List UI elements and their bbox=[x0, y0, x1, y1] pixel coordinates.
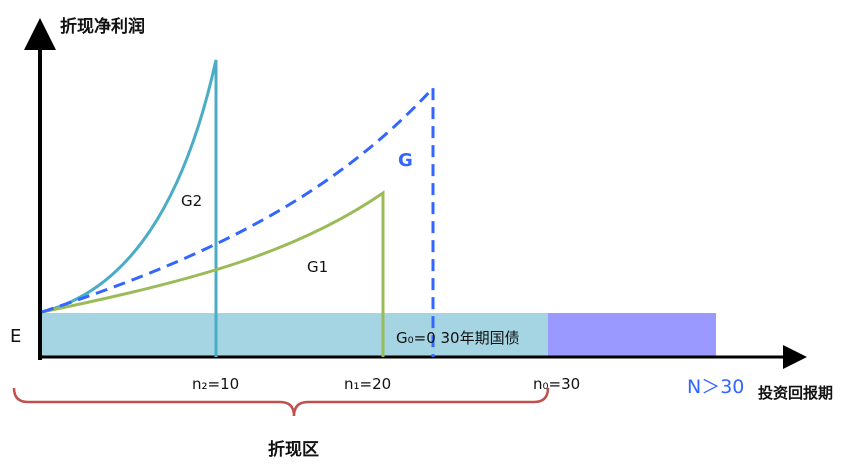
beyond-zone-bar bbox=[548, 313, 716, 357]
curve-g2-label: G2 bbox=[181, 192, 203, 210]
discount-zone-brace bbox=[12, 387, 550, 417]
baseline-label: G₀=0 30年期国债 bbox=[396, 329, 520, 347]
brace-label: 折现区 bbox=[268, 440, 319, 460]
curve-g2 bbox=[41, 59, 218, 357]
x-axis-label: 投资回报期 bbox=[758, 384, 834, 402]
beyond-label: N＞30 bbox=[687, 376, 745, 398]
discount-zone-bar bbox=[42, 313, 548, 357]
e-label: E bbox=[10, 326, 22, 347]
tick-n0: n₀=30 bbox=[533, 375, 581, 393]
tick-n1: n₁=20 bbox=[344, 375, 392, 393]
y-axis-label: 折现净利润 bbox=[60, 17, 145, 37]
tick-n2: n₂=10 bbox=[192, 375, 240, 393]
curve-g1 bbox=[41, 190, 385, 357]
curve-g1-label: G1 bbox=[307, 258, 329, 276]
curve-g-label: G bbox=[398, 150, 413, 171]
